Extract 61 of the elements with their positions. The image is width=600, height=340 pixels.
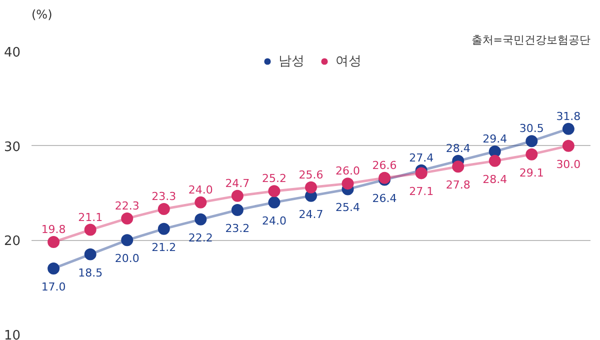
source-note: 출처=국민건강보험공단 [471,34,590,46]
point [231,204,244,216]
data-label: 29.1 [519,166,544,180]
data-label: 26.4 [372,192,397,205]
point [84,248,96,260]
data-label: 17.0 [41,280,66,294]
data-label: 22.2 [188,231,213,244]
y-tick-label: 10 [4,328,21,340]
data-label: 18.5 [78,266,103,280]
data-label: 26.0 [336,164,360,178]
data-label: 27.1 [409,185,434,198]
data-label: 28.4 [482,172,508,186]
y-axis-title: (%) [32,8,52,22]
data-label: 21.2 [152,240,176,254]
data-label: 23.3 [152,190,176,204]
y-tick-label: 40 [4,46,21,60]
data-label: 21.1 [78,210,103,224]
data-label: 29.4 [482,132,508,146]
point [121,212,134,224]
point [526,135,538,148]
point [121,234,134,246]
data-label: 20.0 [114,252,140,266]
data-label: 27.8 [446,178,470,192]
data-label: 25.4 [336,201,360,214]
data-label: 31.8 [556,110,581,123]
point [562,140,574,152]
point [268,185,280,198]
point [562,122,574,135]
data-label: 26.6 [372,158,397,172]
point [194,213,207,226]
point [305,181,317,194]
point [48,262,60,274]
point [231,190,244,202]
data-label: 22.3 [114,199,140,212]
legend-label: 남성 [278,53,304,70]
data-label: 24.7 [225,176,250,190]
data-label: 19.8 [41,223,66,236]
data-label: 28.4 [446,142,470,155]
point [84,224,96,236]
point [526,148,538,160]
point [488,154,501,167]
point [48,236,60,248]
data-label: 30.5 [519,122,544,136]
point [268,196,280,208]
data-label: 27.4 [409,151,434,164]
y-tick-label: 30 [4,140,21,155]
point [194,196,207,208]
data-label: 23.2 [225,222,250,235]
legend-label: 여성 [336,53,362,70]
point [158,222,170,235]
data-label: 25.6 [298,168,324,182]
data-label: 24.0 [262,214,286,228]
data-label: 25.2 [262,172,286,186]
point [342,178,354,190]
data-label: 24.7 [298,208,324,221]
point [452,160,464,173]
y-tick-label: 20 [4,234,21,250]
data-label: 30.0 [556,158,581,171]
data-label: 24.0 [188,183,213,196]
point [158,203,170,216]
point [415,167,428,180]
